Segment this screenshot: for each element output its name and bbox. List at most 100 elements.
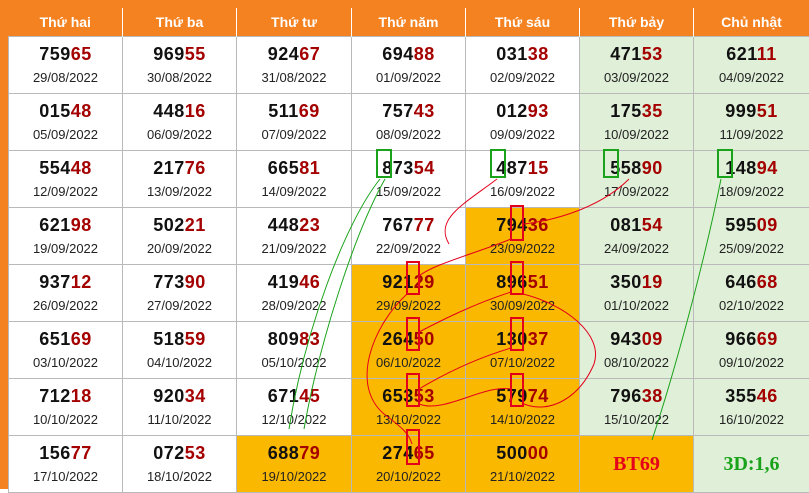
result-number: 17535 — [580, 100, 693, 122]
number-last-digits: 11 — [757, 44, 777, 64]
result-cell: 3D:1,6 — [694, 436, 809, 493]
result-number: 35019 — [580, 271, 693, 293]
result-cell: 89651 30/09/2022 — [466, 265, 580, 322]
number-prefix: 156 — [39, 443, 71, 463]
draw-date: 19/09/2022 — [9, 240, 122, 258]
draw-date: 03/10/2022 — [9, 354, 122, 372]
number-prefix: 031 — [496, 44, 528, 64]
number-prefix: 355 — [725, 386, 757, 406]
number-prefix: 665 — [268, 158, 300, 178]
number-prefix: 015 — [39, 101, 71, 121]
result-number: 68879 — [237, 442, 351, 464]
draw-date: 12/09/2022 — [9, 183, 122, 201]
draw-date: 01/10/2022 — [580, 297, 693, 315]
draw-date: 04/10/2022 — [123, 354, 236, 372]
number-last-digits: 74 — [528, 386, 549, 406]
result-number: 62111 — [694, 43, 809, 65]
draw-date: 14/10/2022 — [466, 411, 579, 429]
number-last-digits: 51 — [757, 101, 778, 121]
number-prefix: 511 — [268, 101, 299, 121]
number-last-digits: 38 — [642, 386, 663, 406]
result-number: 96955 — [123, 43, 236, 65]
result-number: 67145 — [237, 385, 351, 407]
result-number: 76777 — [352, 214, 465, 236]
draw-date: 05/10/2022 — [237, 354, 351, 372]
draw-date: 23/09/2022 — [466, 240, 579, 258]
number-prefix: 471 — [610, 44, 642, 64]
number-last-digits: 94 — [757, 158, 778, 178]
header-tuesday: Thứ ba — [123, 8, 237, 37]
header-monday: Thứ hai — [9, 8, 123, 37]
number-prefix: 694 — [382, 44, 414, 64]
draw-date: 30/09/2022 — [466, 297, 579, 315]
draw-date: 21/09/2022 — [237, 240, 351, 258]
number-prefix: 943 — [610, 329, 642, 349]
result-number: 89651 — [466, 271, 579, 293]
result-cell: BT69 — [580, 436, 694, 493]
result-number: 94309 — [580, 328, 693, 350]
number-last-digits: 67 — [299, 44, 320, 64]
number-last-digits: 46 — [299, 272, 320, 292]
draw-date: 04/09/2022 — [694, 69, 809, 87]
number-last-digits: 23 — [299, 215, 320, 235]
number-last-digits: 98 — [71, 215, 92, 235]
number-last-digits: 65 — [414, 443, 435, 463]
number-prefix: 767 — [382, 215, 414, 235]
number-last-digits: 65 — [71, 44, 92, 64]
draw-date: 02/10/2022 — [694, 297, 809, 315]
draw-date: 18/09/2022 — [694, 183, 809, 201]
number-prefix: 966 — [725, 329, 757, 349]
result-number: 41946 — [237, 271, 351, 293]
number-prefix: 969 — [153, 44, 185, 64]
number-last-digits: 48 — [71, 101, 92, 121]
number-last-digits: 69 — [299, 101, 320, 121]
draw-date: 29/09/2022 — [352, 297, 465, 315]
number-last-digits: 90 — [642, 158, 663, 178]
draw-date: 07/09/2022 — [237, 126, 351, 144]
number-last-digits: 12 — [71, 272, 92, 292]
header-wednesday: Thứ tư — [237, 8, 352, 37]
result-number: 80983 — [237, 328, 351, 350]
result-number: 50000 — [466, 442, 579, 464]
number-prefix: 757 — [382, 101, 414, 121]
result-number: 99951 — [694, 100, 809, 122]
number-last-digits: 34 — [185, 386, 206, 406]
number-last-digits: 55 — [185, 44, 206, 64]
result-number: 92034 — [123, 385, 236, 407]
draw-date: 01/09/2022 — [352, 69, 465, 87]
result-number: 77390 — [123, 271, 236, 293]
number-prefix: 773 — [153, 272, 185, 292]
result-number: 75743 — [352, 100, 465, 122]
number-last-digits: 53 — [642, 44, 663, 64]
draw-date: 28/09/2022 — [237, 297, 351, 315]
number-last-digits: 00 — [528, 443, 549, 463]
result-number: 79638 — [580, 385, 693, 407]
number-last-digits: 29 — [414, 272, 435, 292]
header-saturday: Thứ bảy — [580, 8, 694, 37]
number-last-digits: 88 — [414, 44, 435, 64]
number-prefix: 712 — [39, 386, 71, 406]
